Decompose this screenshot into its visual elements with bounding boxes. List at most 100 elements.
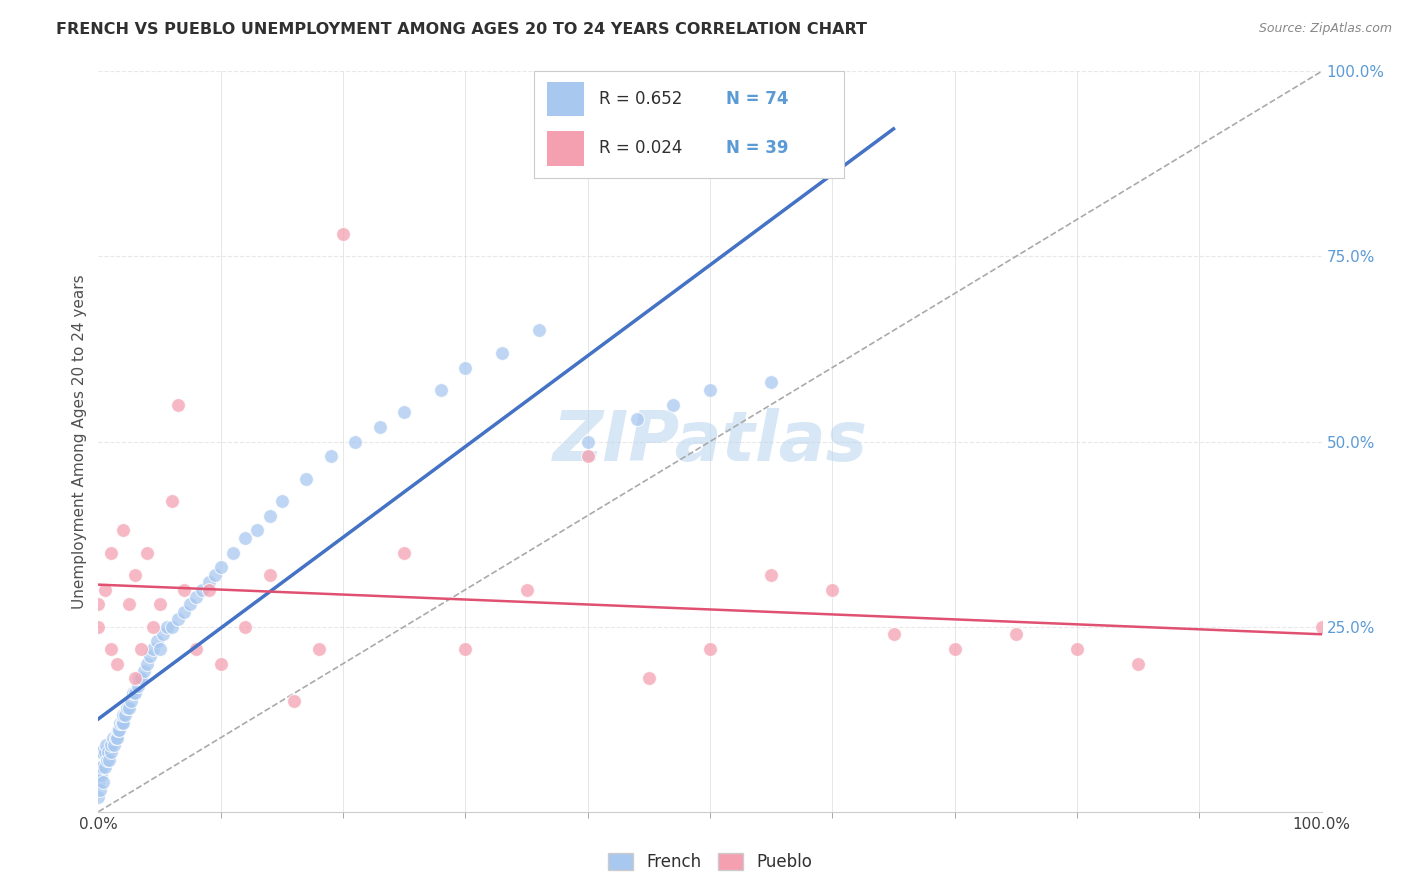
Point [100,746,122,760]
Text: Source: ZipAtlas.com: Source: ZipAtlas.com [1258,22,1392,36]
Point [368,419,391,434]
Point [107,723,129,738]
Point [943,641,966,656]
Point [149,598,172,612]
Point [204,567,226,582]
Point [179,598,201,612]
Point [142,641,165,656]
Point [110,715,132,730]
Point [139,649,162,664]
Text: R = 0.652: R = 0.652 [599,90,682,108]
Point [454,641,477,656]
Point [1004,627,1026,641]
Point [761,376,783,390]
Point [146,634,169,648]
Point [576,434,599,449]
Point [191,582,214,597]
Y-axis label: Unemployment Among Ages 20 to 24 years: Unemployment Among Ages 20 to 24 years [72,274,87,609]
Point [160,619,183,633]
Point [1066,641,1088,656]
Point [821,582,844,597]
Point [91,775,114,789]
Point [136,546,159,560]
Point [111,715,134,730]
Point [197,582,219,597]
Point [515,582,537,597]
Point [115,701,138,715]
Point [87,775,110,789]
Point [160,493,183,508]
Point [129,672,152,686]
Point [132,664,155,678]
Text: N = 39: N = 39 [725,139,789,157]
Point [295,471,318,485]
Point [111,524,134,538]
Point [97,746,120,760]
Point [152,627,174,641]
Point [662,397,685,411]
Point [136,657,159,671]
Point [186,641,208,656]
Point [114,708,136,723]
Point [699,641,721,656]
Point [127,679,149,693]
Point [167,397,190,411]
Point [103,738,125,752]
Point [233,531,256,545]
Point [454,360,477,375]
Point [104,731,127,745]
Point [124,686,146,700]
Point [87,760,110,774]
Point [186,590,208,604]
Point [173,605,195,619]
Point [344,434,367,449]
Point [93,746,115,760]
Text: N = 74: N = 74 [725,90,789,108]
Point [108,723,131,738]
Point [111,708,134,723]
Point [98,753,121,767]
Point [821,138,844,153]
Point [527,324,550,338]
Point [91,746,114,760]
Point [626,412,648,426]
Point [142,619,165,633]
Point [283,694,305,708]
Bar [547,131,583,166]
Point [259,508,281,523]
Point [100,641,122,656]
Point [128,672,150,686]
Point [100,738,122,752]
Point [149,641,172,656]
Point [90,767,112,781]
Point [124,567,146,582]
Point [259,567,281,582]
Point [118,598,141,612]
Bar [547,82,583,116]
Point [270,493,294,508]
Point [246,524,269,538]
Point [105,731,128,745]
Point [101,731,124,745]
Point [638,672,661,686]
Point [124,672,146,686]
Point [222,546,245,560]
Point [121,686,143,700]
Point [89,782,111,797]
Point [87,619,110,633]
Point [1128,657,1150,671]
Point [173,582,195,597]
Point [87,746,110,760]
Point [111,715,134,730]
Point [87,767,110,781]
Legend: French, Pueblo: French, Pueblo [602,846,818,878]
Point [1310,619,1333,633]
Point [93,760,115,774]
Point [392,546,416,560]
Point [430,383,453,397]
Point [308,641,330,656]
Text: R = 0.024: R = 0.024 [599,139,682,157]
Point [332,227,354,242]
Point [167,612,190,626]
Text: FRENCH VS PUEBLO UNEMPLOYMENT AMONG AGES 20 TO 24 YEARS CORRELATION CHART: FRENCH VS PUEBLO UNEMPLOYMENT AMONG AGES… [56,22,868,37]
